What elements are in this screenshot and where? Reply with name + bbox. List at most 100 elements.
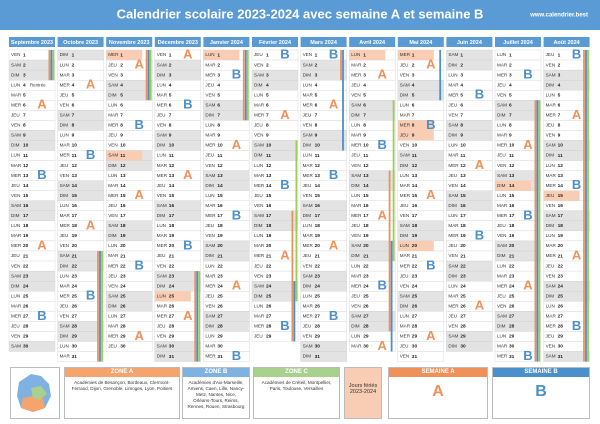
zone-text: Académies de Besançon, Bordeaux, Clermon… — [71, 380, 173, 391]
day-number: 4 — [72, 82, 75, 88]
holiday — [154, 291, 191, 302]
weekday: SAM — [400, 153, 410, 158]
weekday: JEU — [400, 344, 409, 349]
week-letter: B — [232, 67, 241, 82]
weekday: SAM — [448, 334, 458, 339]
weekday: SAM — [60, 113, 70, 118]
day-number: 21 — [460, 253, 466, 259]
day-number: 26 — [266, 304, 272, 310]
day-number: 3 — [363, 72, 366, 78]
weekday: MAR — [11, 163, 22, 168]
weekday: LUN — [497, 193, 506, 198]
vacation-bar — [196, 271, 199, 362]
day-number: 10 — [169, 143, 175, 149]
weekday: SAM — [546, 283, 556, 288]
weekday: JEU — [546, 193, 555, 198]
day-row — [349, 341, 396, 352]
weekday: MAR — [351, 62, 362, 67]
weekday: LUN — [497, 334, 506, 339]
day-number: 9 — [266, 133, 269, 139]
weekday: LUN — [157, 293, 166, 298]
weekday: SAM — [400, 223, 410, 228]
weekday: SAM — [11, 133, 21, 138]
weekday: JEU — [157, 324, 166, 329]
weekday: VEN — [497, 303, 506, 308]
weekday: MER — [400, 334, 411, 339]
weekday: JEU — [448, 173, 457, 178]
day-number: 13 — [217, 173, 223, 179]
day-number: 14 — [23, 183, 29, 189]
vacation-bar — [147, 50, 150, 101]
weekday: MAR — [351, 133, 362, 138]
day-number: 27 — [509, 314, 515, 320]
holiday — [397, 130, 434, 141]
day-number: 18 — [217, 223, 223, 229]
weekday: LUN — [448, 213, 457, 218]
month-header: Novembre 2023 — [109, 40, 150, 46]
day-number: 9 — [23, 133, 26, 139]
weekday: LUN — [497, 123, 506, 128]
weekday: JEU — [254, 263, 263, 268]
day-number: 24 — [558, 283, 564, 289]
day-number: 31 — [509, 354, 515, 360]
day-number: 20 — [72, 243, 78, 249]
day-number: 2 — [412, 62, 415, 68]
day-number: 20 — [509, 243, 515, 249]
weekday: VEN — [546, 344, 555, 349]
weekday: JEU — [205, 293, 214, 298]
week-letter: B — [523, 348, 532, 363]
weekday: JEU — [11, 253, 20, 258]
weekday: MAR — [400, 183, 411, 188]
vacation-bar — [342, 50, 344, 151]
day-number: 21 — [72, 253, 78, 259]
weekday: JEU — [11, 113, 20, 118]
day-number: 5 — [266, 92, 269, 98]
vacation-bar — [536, 100, 539, 362]
weekday: SAM — [60, 324, 70, 329]
week-letter: A — [37, 97, 47, 112]
weekday: DIM — [400, 92, 409, 97]
zone-title: ZONE B — [183, 368, 249, 377]
weekday: LUN — [108, 243, 117, 248]
weekday: VEN — [108, 213, 117, 218]
weekday: DIM — [11, 283, 20, 288]
weekday: MER — [497, 143, 508, 148]
day-number: 23 — [72, 273, 78, 279]
week-letter: A — [280, 107, 290, 122]
day-number: 25 — [169, 293, 175, 299]
day-number: 7 — [23, 113, 26, 119]
day-number: 8 — [315, 123, 318, 129]
day-number: 21 — [315, 253, 321, 259]
vacation-bar — [583, 50, 585, 362]
day-number: 25 — [266, 293, 272, 299]
weekday: VEN — [157, 123, 166, 128]
weekday: JEU — [448, 102, 457, 107]
day-number: 4 — [509, 82, 512, 88]
weekday: MER — [11, 314, 22, 319]
day-number: 17 — [217, 213, 223, 219]
weekday: MER — [303, 314, 314, 319]
day-number: 29 — [509, 334, 515, 340]
week-title: SEMAINE A — [389, 368, 487, 377]
day-number: 24 — [460, 283, 466, 289]
day-number: 22 — [509, 263, 515, 269]
day-number: 30 — [363, 344, 369, 350]
weekday: MAR — [205, 133, 216, 138]
weekday: MAR — [351, 203, 362, 208]
day-number: 25 — [120, 293, 126, 299]
day-number: 28 — [120, 324, 126, 330]
weekday: SAM — [205, 314, 215, 319]
day-number: 22 — [217, 263, 223, 269]
month-header: Septembre 2023 — [11, 40, 53, 46]
weekday: LUN — [303, 153, 312, 158]
day-number: 22 — [120, 263, 126, 269]
weekday: MAR — [351, 344, 362, 349]
day-number: 5 — [23, 92, 26, 98]
weekday: DIM — [108, 233, 117, 238]
day-row — [251, 331, 299, 342]
day-number: 22 — [412, 263, 418, 269]
week-letter: A — [572, 247, 582, 262]
weekday: LUN — [205, 123, 214, 128]
day-number: 17 — [72, 213, 78, 219]
day-number: 8 — [412, 123, 415, 129]
